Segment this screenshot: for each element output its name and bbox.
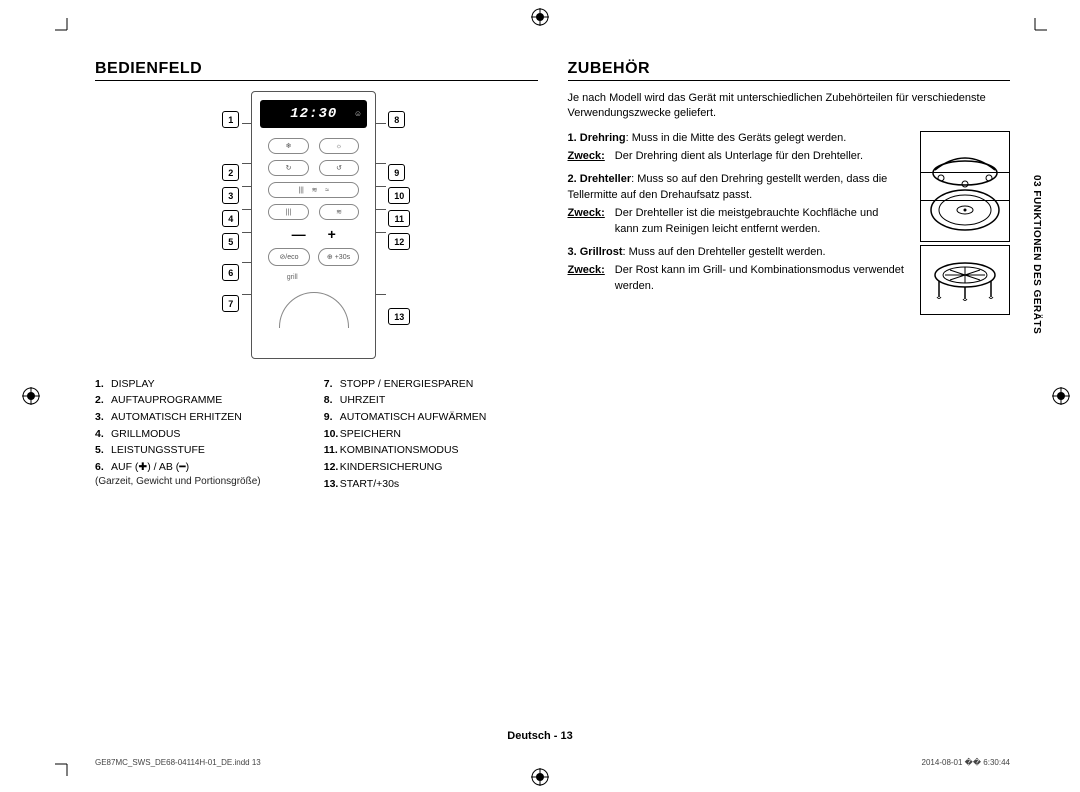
- callout-numbers-left: 1 2 3 4 5 6 7: [222, 91, 239, 312]
- page-number: Deutsch - 13: [0, 730, 1080, 742]
- zweck-label: Zweck:: [568, 263, 605, 294]
- zweck-label: Zweck:: [568, 149, 605, 164]
- control-panel-figure: 1 2 3 4 5 6 7 12:30 ❄ ☼ ↻: [95, 91, 538, 359]
- zweck-label: Zweck:: [568, 206, 605, 237]
- panel-btn-reheat-icon: ☼: [319, 138, 360, 154]
- legend-item: KOMBINATIONSMODUS: [340, 444, 459, 456]
- callout-8: 8: [388, 111, 405, 128]
- legend-item: STOPP / ENERGIESPAREN: [340, 378, 474, 390]
- panel-min-plus: — +: [260, 226, 367, 242]
- footer-file: GE87MC_SWS_DE68-04114H-01_DE.indd 13: [95, 758, 261, 767]
- callout-numbers-right: 8 9 10 11 12 13: [388, 91, 410, 325]
- panel-btn-lock-icon: ≋: [319, 204, 360, 220]
- panel-btn-defrost-icon: ❄: [268, 138, 309, 154]
- panel-btn-start: ⊕ +30s: [318, 248, 360, 266]
- callout-7: 7: [222, 295, 239, 312]
- accessory-drehteller: 2. Drehteller: Muss so auf den Drehring …: [568, 172, 1011, 237]
- panel-btn-auto1-icon: ↻: [268, 160, 309, 176]
- drehteller-image: [920, 172, 1010, 242]
- zweck-text: Der Drehteller ist die meistgebrauchte K…: [615, 206, 905, 237]
- zubehoer-intro: Je nach Modell wird das Gerät mit unters…: [568, 91, 1011, 121]
- dial-label: grill: [287, 274, 298, 281]
- legend-lists: 1.DISPLAY 2.AUFTAUPROGRAMME 3.AUTOMATISC…: [95, 374, 538, 493]
- print-footer: GE87MC_SWS_DE68-04114H-01_DE.indd 13 201…: [95, 758, 1010, 767]
- callout-13: 13: [388, 308, 410, 325]
- panel-btn-grill-combi-icon: ||| ≋ ≈: [268, 182, 359, 198]
- accessory-drehring: 1. Drehring: Muss in die Mitte des Gerät…: [568, 131, 1011, 165]
- callout-12: 12: [388, 233, 410, 250]
- legend-sub: (Garzeit, Gewicht und Portionsgröße): [95, 475, 309, 489]
- legend-item: GRILLMODUS: [111, 428, 180, 440]
- callout-2: 2: [222, 164, 239, 181]
- legend-item: DISPLAY: [111, 378, 155, 390]
- legend-item: AUF (✚) / AB (━): [111, 461, 189, 473]
- legend-item: AUFTAUPROGRAMME: [111, 394, 222, 406]
- zweck-text: Der Drehring dient als Unterlage für den…: [615, 149, 863, 164]
- legend-item: AUTOMATISCH ERHITZEN: [111, 411, 242, 423]
- legend-item: UHRZEIT: [340, 394, 386, 406]
- grillrost-image: [920, 245, 1010, 315]
- zubehoer-section: Zubehör Je nach Modell wird das Gerät mi…: [568, 60, 1011, 493]
- zweck-text: Der Rost kann im Grill- und Kombinations…: [615, 263, 905, 294]
- panel-btn-stop: ⊘/eco: [268, 248, 310, 266]
- acc-desc: : Muss in die Mitte des Geräts gelegt we…: [626, 132, 847, 144]
- callout-3: 3: [222, 187, 239, 204]
- bedienfeld-section: Bedienfeld: [95, 60, 538, 493]
- callout-5: 5: [222, 233, 239, 250]
- legend-item: KINDERSICHERUNG: [340, 461, 443, 473]
- accessory-grillrost: 3. Grillrost: Muss auf den Drehteller ge…: [568, 245, 1011, 294]
- callout-4: 4: [222, 210, 239, 227]
- control-panel: 12:30 ❄ ☼ ↻ ↺ ||| ≋ ≈ ||| ≋ —: [251, 91, 376, 359]
- acc-desc: : Muss auf den Drehteller gestellt werde…: [623, 246, 826, 258]
- minus-icon: —: [292, 226, 306, 242]
- legend-item: START/+30s: [340, 478, 399, 490]
- callout-11: 11: [388, 210, 410, 227]
- panel-display: 12:30: [260, 100, 367, 128]
- panel-btn-power-icon: |||: [268, 204, 309, 220]
- callout-9: 9: [388, 164, 405, 181]
- legend-left: 1.DISPLAY 2.AUFTAUPROGRAMME 3.AUTOMATISC…: [95, 374, 309, 493]
- callout-10: 10: [388, 187, 410, 204]
- side-chapter-tab: 03 FUNKTIONEN DES GERÄTS: [1031, 175, 1042, 334]
- legend-item: AUTOMATISCH AUFWÄRMEN: [340, 411, 487, 423]
- legend-item: LEISTUNGSSTUFE: [111, 444, 205, 456]
- callout-1: 1: [222, 111, 239, 128]
- legend-item: SPEICHERN: [340, 428, 401, 440]
- legend-right: 7.STOPP / ENERGIESPAREN 8.UHRZEIT 9.AUTO…: [324, 374, 538, 493]
- bedienfeld-heading: Bedienfeld: [95, 60, 538, 81]
- plus-icon: +: [328, 226, 336, 242]
- panel-dial: grill: [279, 278, 349, 328]
- zubehoer-heading: Zubehör: [568, 60, 1011, 81]
- panel-btn-auto2-icon: ↺: [319, 160, 360, 176]
- footer-date: 2014-08-01 �� 6:30:44: [922, 758, 1010, 767]
- callout-6: 6: [222, 264, 239, 281]
